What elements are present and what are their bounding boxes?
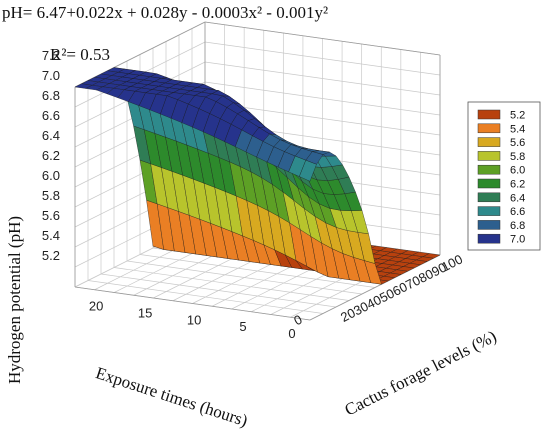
legend-swatch: [477, 220, 501, 230]
y-tick-label: 70: [403, 273, 423, 293]
legend-swatch: [477, 178, 501, 189]
equation: pH= 6.47+0.022x + 0.028y - 0.0003x² - 0.…: [2, 3, 328, 22]
x-tick-label: 0: [288, 326, 295, 341]
legend-swatch: [477, 151, 501, 161]
legend-label: 5.4: [510, 123, 525, 135]
legend-label: 6.2: [510, 179, 525, 191]
z-tick-label: 7.2: [42, 48, 60, 63]
legend-swatch: [477, 206, 501, 216]
legend-swatch: [477, 137, 501, 147]
legend-label: 5.6: [510, 137, 525, 149]
tick-labels: 5.2 5.4 5.6 5.8 6.0 6.2 6.4 6.6 6.8 7.0 7.2 0 5 10 15 2…: [42, 48, 465, 341]
z-tick-label: 6.4: [42, 128, 60, 143]
x-tick-label: 20: [89, 299, 103, 314]
x-tick-label: 5: [239, 319, 246, 334]
z-axis-title: Hydrogen potential (pH): [5, 216, 24, 384]
z-tick-label: 5.8: [42, 188, 60, 203]
z-tick-label: 7.0: [42, 68, 60, 83]
legend: 5.25.4 5.6 5.8 6.0 6.26.4 6.6 6.8 7.0: [467, 101, 541, 251]
legend-swatch: [477, 233, 501, 244]
legend-label: 6.6: [510, 206, 525, 218]
z-tick-label: 6.6: [42, 108, 60, 123]
y-axis-title: Cactus forage levels (%): [342, 327, 500, 420]
z-tick-label: 5.6: [42, 208, 60, 223]
y-tick-label: 40: [364, 292, 384, 312]
x-tick-label: 10: [187, 312, 201, 327]
surface-cell: [299, 159, 317, 182]
surface-mesh: [74, 67, 441, 285]
legend-label: 6.0: [510, 165, 525, 177]
y-tick-label: 60: [390, 279, 410, 299]
z-tick-label: 5.4: [42, 228, 60, 243]
box-edge: [204, 21, 441, 56]
legend-label: 6.8: [510, 220, 525, 232]
z-tick-label: 6.2: [42, 148, 60, 163]
r-squared: R²= 0.53: [50, 45, 110, 64]
box-edge: [74, 286, 311, 321]
y-tick-label: 30: [351, 299, 371, 319]
y-tick-label: 90: [429, 260, 449, 280]
z-tick-label: 6.0: [42, 168, 60, 183]
legend-swatch: [477, 192, 501, 203]
legend-label: 5.8: [510, 151, 525, 163]
y-tick-label: 50: [377, 286, 397, 306]
z-tick-label: 5.2: [42, 248, 60, 263]
z-tick-label: 6.8: [42, 88, 60, 103]
legend-swatch: [477, 164, 501, 175]
y-tick-label: 20: [338, 305, 358, 325]
legend-label: 7.0: [510, 234, 525, 246]
x-axis-title: Exposure times (hours): [93, 363, 250, 430]
y-tick-label: 100: [439, 251, 465, 274]
legend-swatch: [477, 123, 501, 134]
legend-label: 5.2: [510, 110, 525, 122]
legend-label: 6.4: [510, 192, 525, 204]
legend-swatch: [477, 109, 501, 120]
x-tick-label: 15: [138, 305, 152, 320]
y-tick-label: 80: [416, 266, 436, 286]
